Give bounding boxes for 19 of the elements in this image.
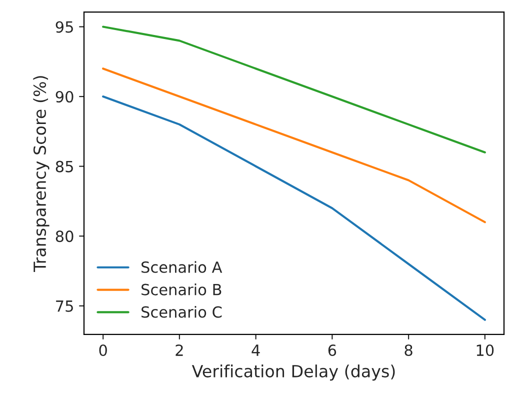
y-tick-label: 90	[56, 90, 74, 103]
y-tick-label: 80	[56, 230, 74, 242]
y-axis-title: Transparency Score (%)	[33, 76, 50, 272]
line-series	[102, 95, 486, 321]
y-tick-label: 85	[56, 160, 73, 172]
x-axis-title: Verification Delay (days)	[192, 364, 395, 381]
x-tick-label: 8	[404, 344, 412, 356]
x-tick-label: 6	[328, 344, 336, 356]
legend-label: Scenario C	[142, 306, 222, 318]
line-series	[102, 68, 486, 224]
x-tick-label: 2	[176, 344, 183, 356]
x-tick-label: 4	[252, 344, 260, 356]
x-tick-label: 10	[476, 344, 494, 356]
y-tick-label: 95	[56, 21, 73, 33]
line-series	[102, 26, 486, 154]
legend-label: Scenario A	[142, 261, 222, 273]
y-tick-label: 75	[56, 300, 73, 312]
legend-label: Scenario B	[142, 284, 222, 296]
x-tick-label: 0	[99, 344, 107, 356]
